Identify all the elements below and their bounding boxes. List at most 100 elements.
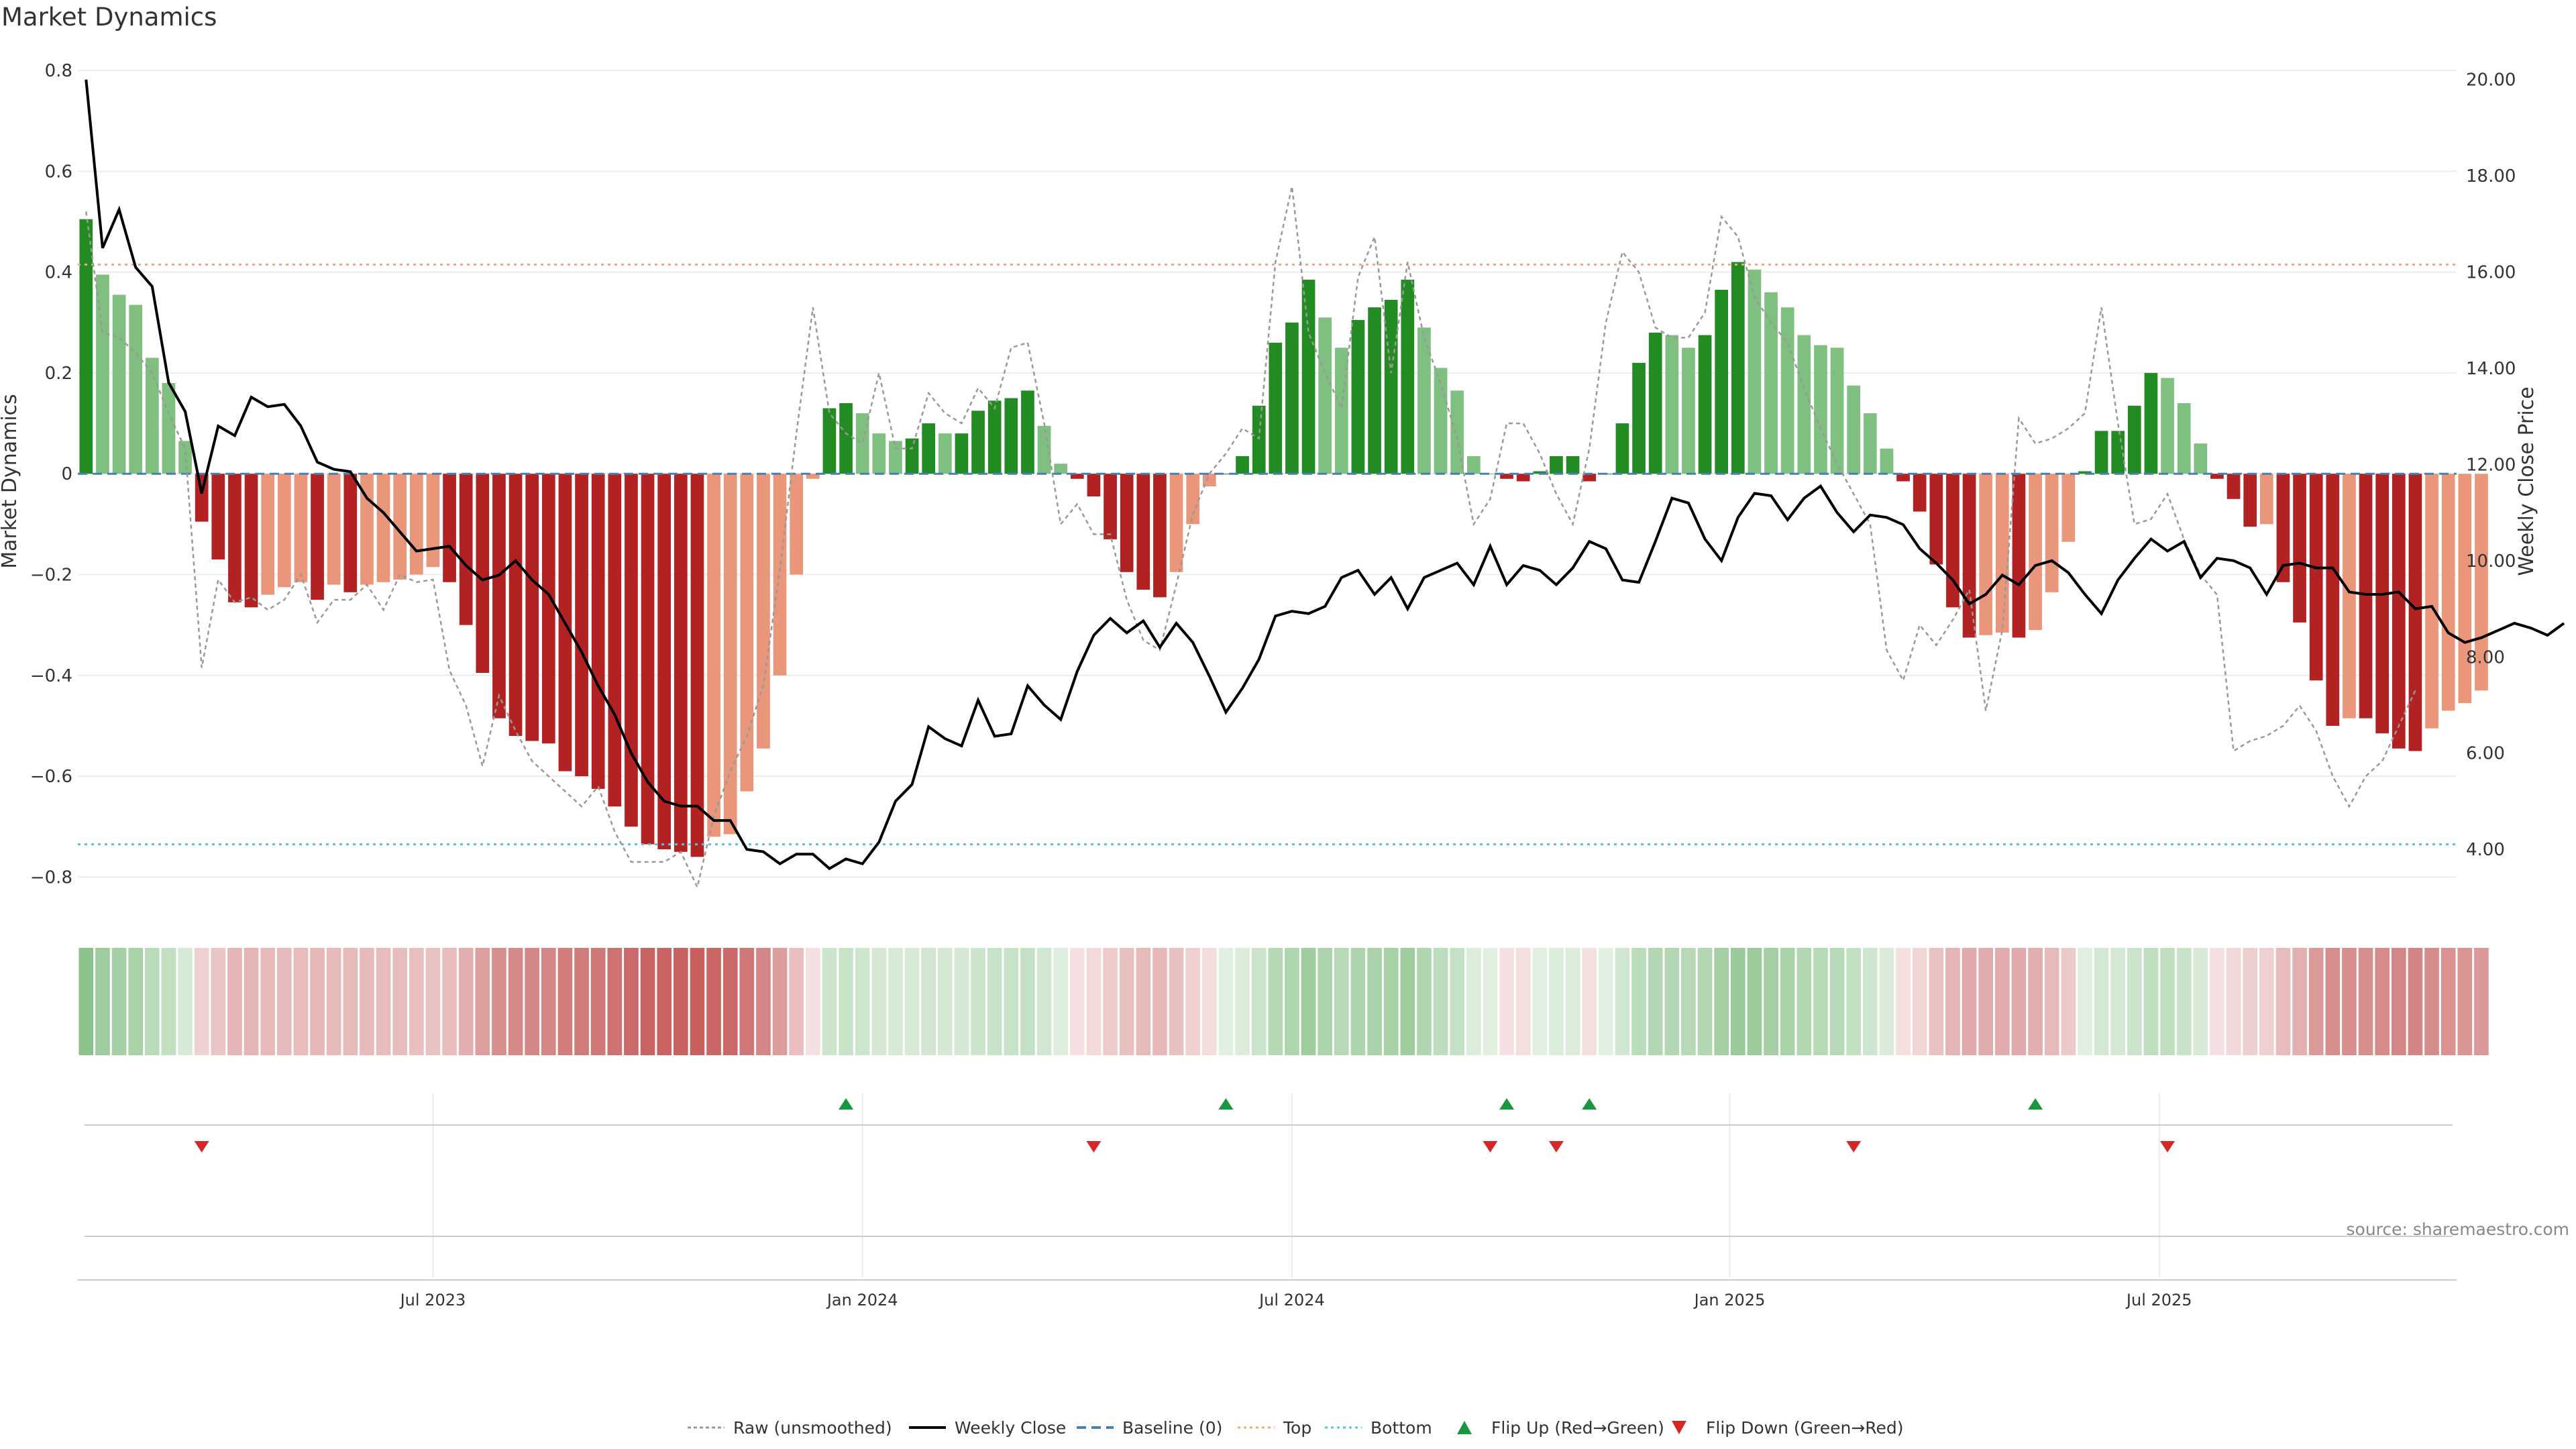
weekly-close-line (85, 79, 2565, 871)
heat-cell-week-27 (508, 948, 523, 1055)
heat-cell-week-43 (772, 948, 788, 1055)
heat-cell-week-143 (2424, 948, 2439, 1055)
heat-cell-week-25 (475, 948, 490, 1055)
bar-week-87 (1500, 474, 1513, 479)
heat-cell-week-19 (376, 948, 391, 1055)
bar-week-76 (1318, 317, 1332, 474)
heat-cell-week-37 (673, 948, 688, 1055)
heat-cell-week-62 (1086, 948, 1102, 1055)
bar-week-7 (178, 441, 192, 474)
y-axis-label: Market Dynamics (0, 394, 21, 569)
bar-week-54 (955, 433, 969, 474)
bar-week-25 (476, 474, 490, 674)
bar-week-131 (2226, 474, 2241, 499)
bar-week-60 (1054, 464, 1068, 474)
bar-week-95 (1632, 362, 1646, 474)
bar-week-20 (393, 474, 407, 580)
bar-week-112 (1913, 474, 1927, 512)
heat-cell-week-90 (1549, 948, 1564, 1055)
heat-cell-week-94 (1615, 948, 1630, 1055)
bar-week-88 (1516, 474, 1530, 482)
heat-cell-week-50 (888, 948, 903, 1055)
bar-week-36 (657, 474, 672, 850)
bar-week-11 (244, 474, 258, 608)
heat-cell-week-92 (1582, 948, 1597, 1055)
heat-cell-week-28 (525, 948, 540, 1055)
bar-week-120 (2045, 474, 2059, 592)
bar-week-47 (839, 403, 853, 474)
bar-week-114 (1946, 474, 1960, 608)
heat-cell-week-86 (1483, 948, 1498, 1055)
legend-item: Baseline (0) (1077, 1418, 1222, 1438)
bar-week-111 (1896, 474, 1910, 482)
heat-cell-week-6 (161, 948, 176, 1055)
heat-cell-week-118 (2011, 948, 2027, 1055)
y-tick-label: −0.4 (30, 666, 72, 686)
heat-cell-week-30 (557, 948, 573, 1055)
legend-item: Flip Up (Red→Green) (1457, 1418, 1664, 1438)
source-note: source: sharemaestro.com (2346, 1220, 2570, 1239)
heat-cell-week-48 (855, 948, 870, 1055)
bar-week-23 (443, 474, 456, 582)
heat-cell-week-107 (1829, 948, 1845, 1055)
legend-item: Bottom (1325, 1418, 1432, 1438)
heat-cell-week-134 (2275, 948, 2291, 1055)
heat-cell-week-71 (1235, 948, 1250, 1055)
heat-cell-week-130 (2210, 948, 2224, 1055)
x-tick-label: Jul 2024 (1258, 1291, 1325, 1309)
bar-week-69 (1202, 474, 1216, 487)
bar-week-12 (261, 474, 275, 595)
bar-week-116 (1979, 474, 1993, 635)
bar-week-128 (2177, 403, 2191, 474)
bar-week-144 (2441, 474, 2455, 711)
heat-cell-week-23 (442, 948, 457, 1055)
heat-cell-week-99 (1697, 948, 1713, 1055)
grid-layer (78, 70, 2457, 878)
y-tick-label: 0.6 (45, 162, 72, 182)
bar-week-133 (2259, 474, 2273, 525)
heat-cell-week-111 (1896, 948, 1911, 1055)
legend-swatch-flip-up (1457, 1421, 1472, 1434)
heat-cell-week-105 (1796, 948, 1812, 1055)
heat-cell-week-104 (1780, 948, 1795, 1055)
heat-cell-week-72 (1251, 948, 1267, 1055)
heat-cell-week-9 (211, 948, 226, 1055)
bar-week-57 (1004, 398, 1018, 474)
bar-week-48 (855, 413, 869, 474)
legend-item: Weekly Close (909, 1418, 1066, 1438)
bar-week-136 (2309, 474, 2323, 681)
bar-week-5 (145, 358, 159, 474)
heat-cell-week-3 (111, 948, 127, 1055)
bar-week-39 (707, 474, 720, 837)
legend-label: Bottom (1371, 1418, 1432, 1438)
bar-week-80 (1384, 299, 1398, 474)
bar-week-34 (625, 474, 638, 827)
heat-cell-week-112 (1912, 948, 1927, 1055)
heat-cell-week-106 (1813, 948, 1828, 1055)
heat-cell-week-21 (409, 948, 424, 1055)
heat-cell-week-83 (1433, 948, 1448, 1055)
lines-layer (78, 79, 2565, 890)
heat-cell-week-113 (1929, 948, 1944, 1055)
legend-label: Baseline (0) (1122, 1418, 1222, 1438)
bar-week-21 (409, 474, 423, 575)
bar-week-134 (2276, 474, 2290, 582)
bar-week-102 (1748, 269, 1762, 474)
bar-week-140 (2375, 474, 2390, 734)
bar-week-27 (508, 474, 523, 737)
heat-cell-week-56 (987, 948, 1002, 1055)
heat-cell-week-26 (492, 948, 506, 1055)
heat-cell-week-47 (839, 948, 853, 1055)
heat-cell-week-38 (690, 948, 705, 1055)
bar-week-110 (1880, 448, 1894, 474)
bar-week-98 (1682, 347, 1695, 474)
bar-week-2 (96, 274, 109, 474)
bar-week-145 (2458, 474, 2472, 704)
chart-title: Market Dynamics (1, 3, 217, 32)
bar-week-59 (1037, 425, 1051, 474)
heat-cell-week-58 (1020, 948, 1035, 1055)
heat-cell-week-65 (1136, 948, 1151, 1055)
heat-cell-week-45 (805, 948, 820, 1055)
heat-cell-week-40 (722, 948, 738, 1055)
bar-week-85 (1466, 455, 1481, 474)
